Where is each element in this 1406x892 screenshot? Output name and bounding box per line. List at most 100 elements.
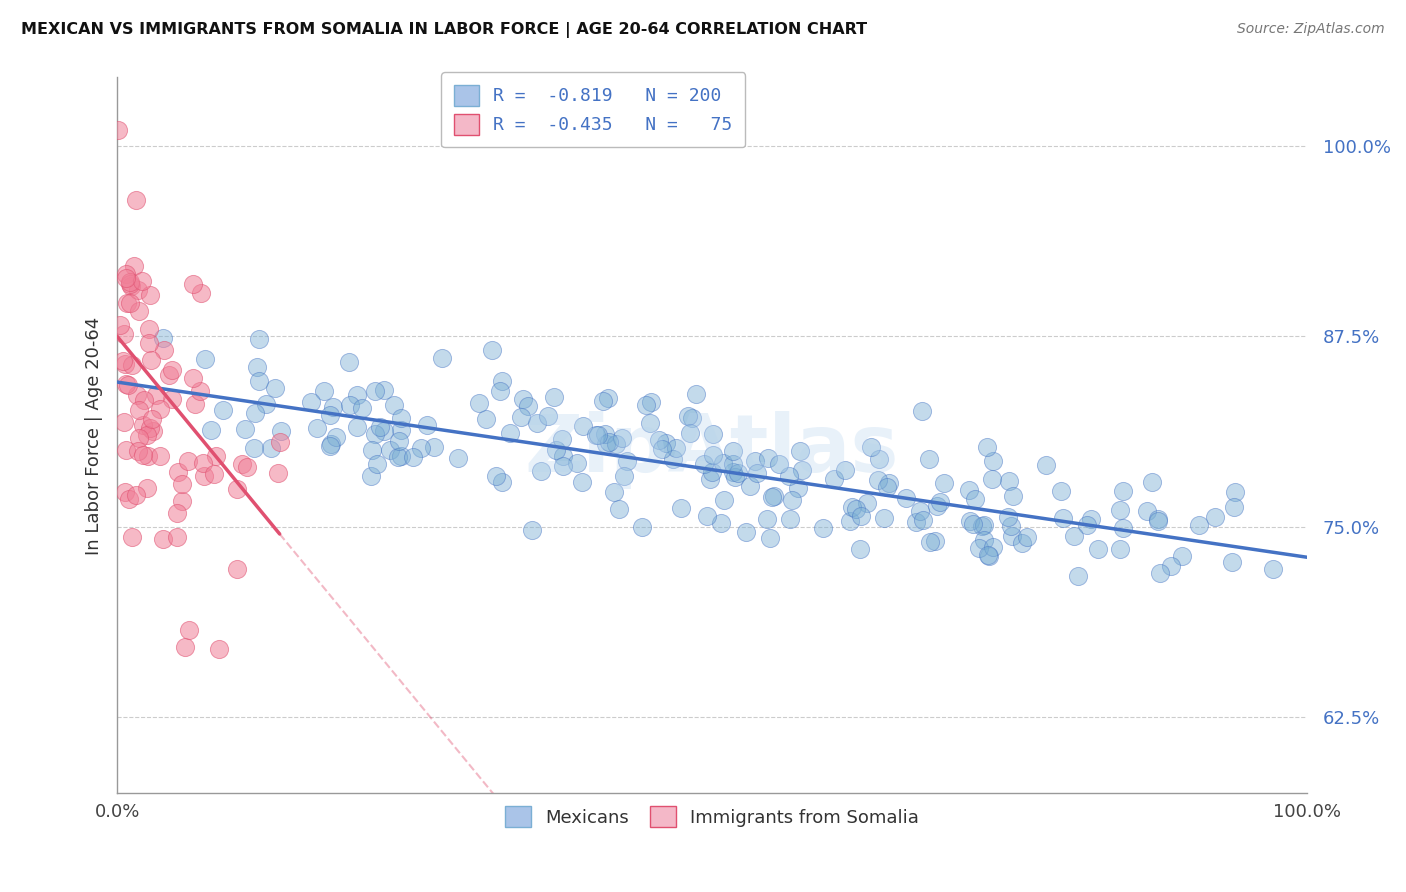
Point (121, 530, 143, 544)
Point (510, 410, 533, 425)
Point (191, 456, 214, 470)
Point (226, 562, 249, 576)
Point (127, 283, 149, 297)
Point (792, 462, 814, 476)
Point (849, 541, 872, 556)
Point (346, 388, 368, 402)
Point (481, 343, 503, 357)
Point (607, 502, 630, 516)
Point (522, 523, 544, 537)
Point (136, 481, 159, 495)
Point (1052, 510, 1074, 524)
Point (959, 514, 981, 528)
Point (1146, 512, 1168, 526)
Point (855, 496, 877, 510)
Point (489, 384, 512, 398)
Point (851, 508, 873, 523)
Point (834, 463, 856, 477)
Point (322, 400, 344, 414)
Point (139, 421, 162, 435)
Point (117, 378, 139, 392)
Point (911, 513, 934, 527)
Point (744, 454, 766, 468)
Point (786, 481, 808, 495)
Point (980, 472, 1002, 486)
Point (634, 398, 657, 412)
Point (700, 466, 723, 480)
Point (373, 425, 395, 439)
Point (339, 355, 361, 369)
Point (231, 457, 253, 471)
Point (593, 426, 616, 441)
Point (565, 456, 588, 470)
Point (312, 384, 335, 398)
Point (648, 433, 671, 447)
Point (655, 436, 678, 450)
Point (246, 359, 269, 374)
Point (475, 412, 498, 426)
Point (132, 417, 155, 432)
Point (226, 482, 249, 496)
Point (181, 371, 204, 385)
Point (592, 393, 614, 408)
Point (131, 274, 153, 288)
Point (389, 423, 412, 437)
Point (681, 411, 703, 425)
Point (110, 318, 132, 333)
Point (114, 271, 136, 285)
Point (669, 501, 692, 516)
Point (696, 508, 718, 523)
Point (139, 287, 162, 301)
Point (724, 470, 747, 484)
Point (1140, 475, 1163, 489)
Point (373, 383, 395, 397)
Point (1080, 512, 1102, 526)
Point (998, 475, 1021, 489)
Point (204, 450, 226, 464)
Point (1076, 518, 1098, 533)
Point (360, 468, 382, 483)
Point (319, 439, 342, 453)
Point (768, 457, 790, 471)
Point (114, 358, 136, 372)
Point (911, 404, 934, 418)
Point (1011, 535, 1033, 549)
Point (977, 549, 1000, 563)
Point (491, 475, 513, 490)
Point (122, 259, 145, 273)
Point (387, 450, 409, 464)
Point (121, 358, 143, 372)
Point (416, 417, 439, 432)
Point (389, 450, 412, 464)
Point (115, 267, 138, 281)
Point (181, 277, 204, 291)
Point (596, 391, 619, 405)
Legend: Mexicans, Immigrants from Somalia: Mexicans, Immigrants from Somalia (498, 799, 927, 834)
Point (702, 426, 724, 441)
Point (967, 541, 990, 555)
Point (115, 377, 138, 392)
Point (616, 454, 638, 468)
Point (125, 488, 148, 502)
Point (177, 453, 200, 467)
Point (267, 467, 290, 481)
Point (699, 472, 721, 486)
Point (598, 434, 620, 449)
Point (447, 450, 470, 465)
Point (270, 425, 292, 439)
Point (965, 491, 987, 506)
Point (1067, 569, 1090, 583)
Point (676, 409, 699, 424)
Point (997, 510, 1019, 524)
Point (1000, 518, 1022, 533)
Point (346, 420, 368, 434)
Text: ZipAtlas: ZipAtlas (524, 410, 900, 489)
Point (160, 392, 183, 407)
Point (838, 514, 860, 528)
Point (841, 500, 863, 515)
Point (120, 279, 142, 293)
Point (498, 426, 520, 441)
Point (543, 390, 565, 404)
Point (957, 483, 980, 498)
Point (789, 443, 811, 458)
